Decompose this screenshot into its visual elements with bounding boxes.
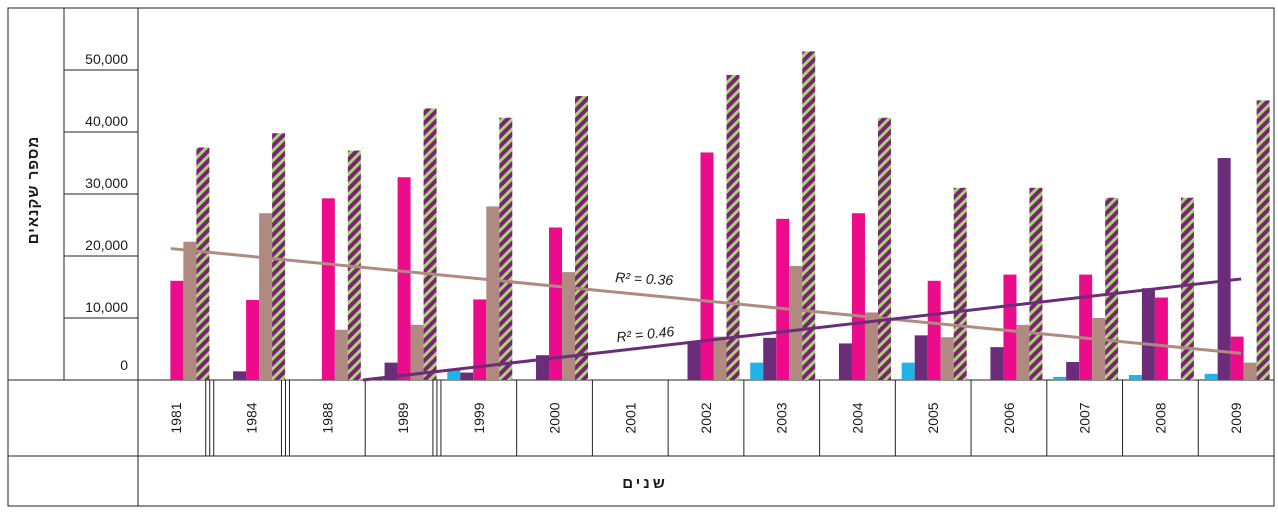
bar — [1079, 275, 1092, 380]
bar — [1257, 100, 1270, 380]
x-tick-label: 2008 — [1152, 402, 1168, 433]
bar — [701, 152, 714, 380]
bar — [499, 118, 512, 380]
x-tick-label: 1989 — [395, 402, 411, 433]
x-tick-label: 2002 — [698, 402, 714, 433]
bar — [272, 133, 285, 380]
x-tick-label: 1984 — [244, 402, 260, 433]
bar — [1129, 375, 1142, 380]
bar — [1231, 337, 1244, 380]
bar — [183, 242, 196, 380]
bar — [776, 219, 789, 380]
bar — [915, 335, 928, 380]
bar — [233, 371, 246, 380]
x-tick-label: 1999 — [471, 402, 487, 433]
bars-group — [170, 51, 1269, 380]
bar — [411, 325, 424, 380]
bar — [688, 343, 701, 380]
y-tick-label: 0 — [120, 357, 128, 373]
bar — [460, 373, 473, 380]
bar — [928, 281, 941, 380]
x-tick-label: 2006 — [1001, 402, 1017, 433]
bar — [763, 338, 776, 380]
bar — [1003, 275, 1016, 380]
bar — [727, 75, 740, 380]
y-tick-label: 40,000 — [85, 113, 128, 129]
bar — [335, 330, 348, 380]
bar — [941, 337, 954, 380]
trendline-label: R² = 0.36 — [615, 269, 674, 288]
bar — [954, 188, 967, 380]
bar — [1244, 363, 1257, 380]
bar — [750, 363, 763, 380]
bar — [259, 213, 272, 380]
bar — [990, 347, 1003, 380]
x-tick-label: 2000 — [547, 402, 563, 433]
y-tick-label: 20,000 — [85, 237, 128, 253]
bar — [424, 108, 437, 380]
bar — [878, 118, 891, 380]
bar — [714, 337, 727, 380]
x-tick-label: 1988 — [319, 402, 335, 433]
bar — [1181, 198, 1194, 380]
bar — [1053, 377, 1066, 380]
bar — [170, 281, 183, 380]
y-tick-label: 10,000 — [85, 299, 128, 315]
x-axis-label: שנים — [622, 475, 668, 492]
y-axis-label: מספר שקנאים — [25, 136, 42, 244]
bar — [1218, 158, 1231, 380]
bar — [1205, 374, 1218, 380]
x-tick-label: 2005 — [925, 402, 941, 433]
bar — [1029, 188, 1042, 380]
bar — [196, 148, 209, 381]
trendline-label: R² = 0.46 — [616, 323, 676, 345]
bar — [789, 266, 802, 380]
bar — [1066, 362, 1079, 380]
bar — [322, 198, 335, 380]
x-tick-label: 2007 — [1077, 402, 1093, 433]
x-tick-label: 2003 — [774, 402, 790, 433]
bar — [246, 300, 259, 380]
bar — [1155, 298, 1168, 380]
bar — [1105, 198, 1118, 380]
bar — [575, 96, 588, 380]
x-tick-label: 2004 — [849, 402, 865, 433]
bar — [1092, 318, 1105, 380]
bar — [1142, 288, 1155, 380]
y-tick-label: 50,000 — [85, 51, 128, 67]
x-tick-label: 1981 — [168, 402, 184, 433]
x-tick-label: 2001 — [622, 402, 638, 433]
x-tick-label: 2009 — [1228, 402, 1244, 433]
bar — [398, 177, 411, 380]
bar — [902, 363, 915, 380]
bar — [486, 206, 499, 380]
y-tick-label: 30,000 — [85, 175, 128, 191]
bar — [852, 213, 865, 380]
bar — [839, 343, 852, 380]
